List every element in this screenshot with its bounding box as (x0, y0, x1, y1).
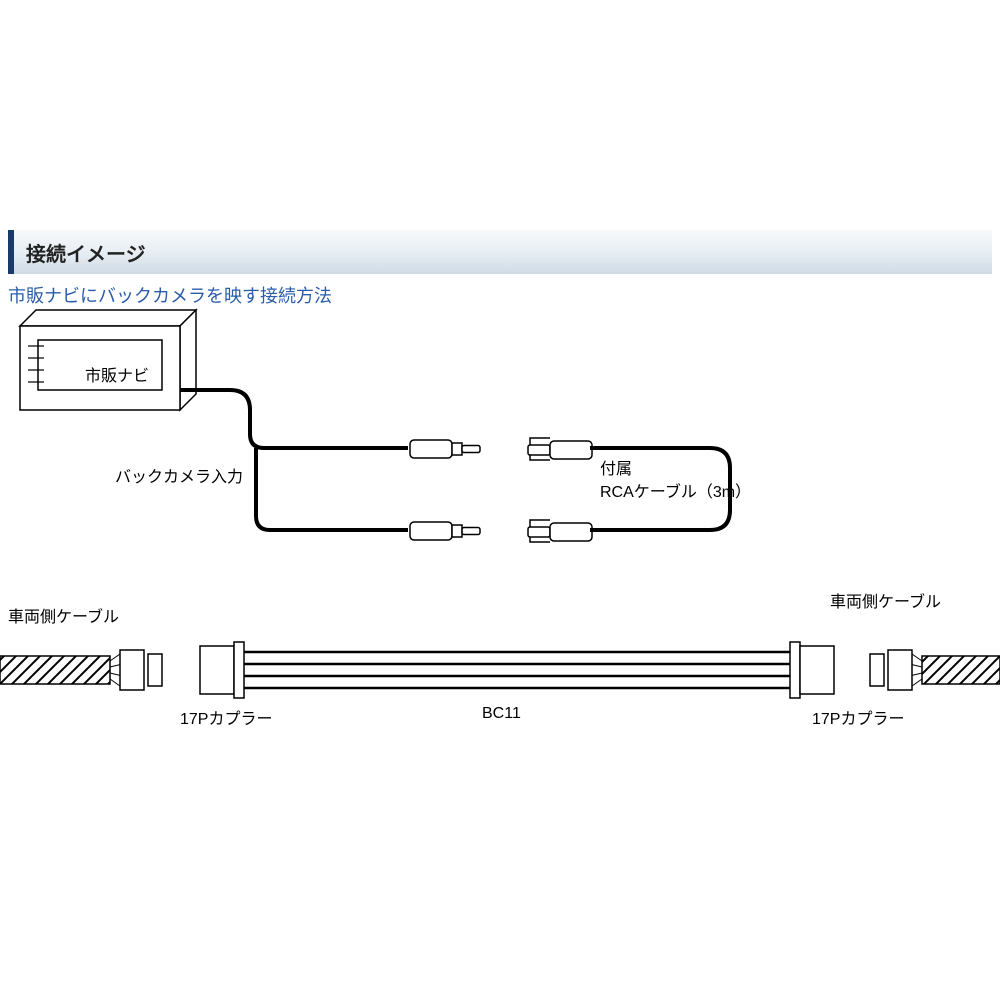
label-vehicle-cable-right: 車両側ケーブル (830, 588, 941, 612)
label-nav-unit: 市販ナビ (85, 362, 149, 386)
label-coupler-right: 17Pカプラー (812, 705, 904, 729)
label-rca-line2: RCAケーブル（3m） (600, 478, 751, 502)
section-title: 接続イメージ (26, 238, 146, 267)
label-coupler-left: 17Pカプラー (180, 705, 272, 729)
section-subtitle: 市販ナビにバックカメラを映す接続方法 (8, 282, 332, 308)
label-center: BC11 (482, 705, 521, 723)
section-header: 接続イメージ (8, 230, 992, 274)
label-back-camera-input: バックカメラ入力 (115, 463, 243, 487)
label-vehicle-cable-left: 車両側ケーブル (8, 603, 119, 627)
label-rca-line1: 付属 (600, 455, 632, 479)
wiring-diagram (0, 0, 1000, 1000)
